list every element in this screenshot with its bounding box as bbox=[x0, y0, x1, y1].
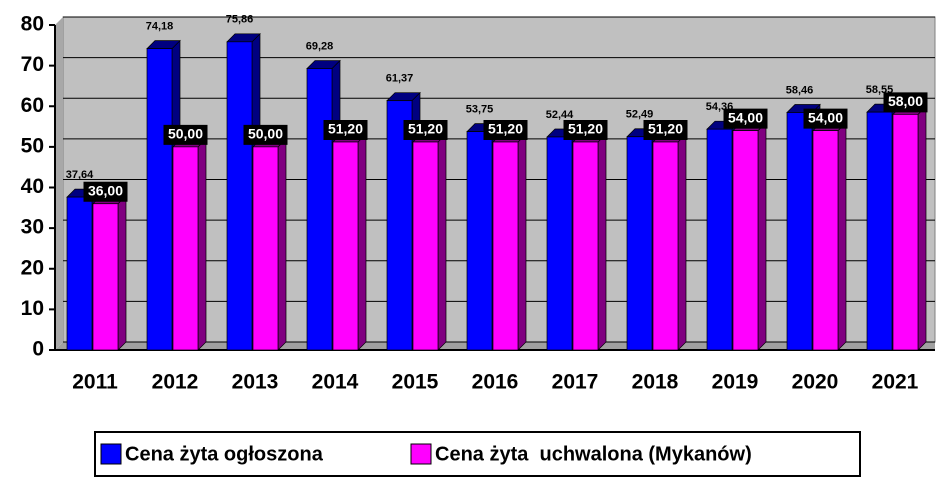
legend-label: Cena żyta uchwalona (Mykanów) bbox=[435, 443, 752, 465]
data-label: 61,37 bbox=[386, 73, 414, 85]
bar bbox=[812, 130, 839, 351]
bar bbox=[866, 111, 893, 351]
bar bbox=[786, 112, 813, 351]
y-tick-label: 0 bbox=[32, 338, 44, 361]
bar bbox=[252, 146, 279, 351]
data-label-box bbox=[883, 92, 928, 113]
data-label: 51,20 bbox=[568, 121, 603, 137]
data-label: 53,75 bbox=[466, 104, 494, 116]
bar-side bbox=[517, 133, 527, 351]
bar bbox=[892, 114, 919, 351]
x-tick-label: 2011 bbox=[72, 371, 118, 394]
data-label: 51,20 bbox=[488, 121, 523, 137]
bar-side bbox=[277, 138, 287, 351]
data-label-box bbox=[243, 124, 288, 145]
data-label: 50,00 bbox=[248, 126, 283, 142]
data-label-box bbox=[643, 120, 688, 140]
bar-side bbox=[917, 105, 927, 351]
legend-label: Cena żyta ogłoszona bbox=[125, 443, 324, 465]
bar bbox=[492, 141, 519, 351]
data-label: 51,20 bbox=[408, 121, 443, 137]
bar bbox=[66, 196, 93, 351]
bar-side bbox=[837, 121, 847, 351]
legend bbox=[94, 431, 861, 477]
y-tick-label: 40 bbox=[21, 175, 44, 198]
x-tick-label: 2017 bbox=[552, 371, 599, 394]
data-label-box bbox=[163, 124, 208, 145]
bar-side bbox=[437, 133, 447, 351]
x-tick-label: 2015 bbox=[392, 371, 439, 394]
bar bbox=[546, 136, 573, 351]
bar bbox=[626, 136, 653, 351]
x-tick-label: 2019 bbox=[712, 371, 759, 394]
data-label: 58,00 bbox=[888, 93, 923, 109]
data-label: 52,44 bbox=[546, 109, 574, 121]
data-label: 50,00 bbox=[168, 126, 203, 142]
bar bbox=[386, 100, 413, 351]
bar-side bbox=[677, 133, 687, 351]
data-label: 74,18 bbox=[146, 21, 174, 33]
data-label: 75,86 bbox=[226, 14, 254, 26]
bar bbox=[732, 130, 759, 351]
data-label: 36,00 bbox=[88, 182, 123, 198]
bar bbox=[412, 141, 439, 351]
y-tick-label: 20 bbox=[21, 256, 44, 279]
bar bbox=[466, 131, 493, 351]
legend-swatch bbox=[100, 443, 122, 465]
y-tick-label: 50 bbox=[21, 134, 44, 157]
x-tick-label: 2013 bbox=[232, 371, 279, 394]
data-label: 69,28 bbox=[306, 40, 334, 52]
x-tick-label: 2014 bbox=[312, 371, 359, 394]
bar bbox=[146, 48, 173, 351]
x-tick-label: 2012 bbox=[152, 371, 199, 394]
bar bbox=[172, 146, 199, 351]
data-label-box bbox=[723, 108, 768, 129]
bar bbox=[92, 203, 119, 351]
x-tick-label: 2020 bbox=[792, 371, 839, 394]
bar bbox=[572, 141, 599, 351]
bar-side bbox=[357, 133, 367, 351]
y-tick-label: 70 bbox=[21, 53, 44, 76]
x-tick-label: 2018 bbox=[632, 371, 679, 394]
y-tick-label: 60 bbox=[21, 94, 44, 117]
y-tick-label: 10 bbox=[21, 297, 44, 320]
data-label: 54,00 bbox=[728, 109, 763, 125]
bar bbox=[332, 141, 359, 351]
data-label: 58,46 bbox=[786, 84, 814, 96]
data-label-box bbox=[483, 120, 528, 140]
bar-side bbox=[197, 138, 207, 351]
data-label: 37,64 bbox=[66, 169, 94, 181]
bar bbox=[706, 128, 733, 351]
data-label: 52,49 bbox=[626, 109, 654, 121]
data-label-box bbox=[83, 181, 128, 202]
data-label: 51,20 bbox=[648, 121, 683, 137]
x-tick-label: 2016 bbox=[472, 371, 519, 394]
bar bbox=[306, 68, 333, 351]
bar-side bbox=[757, 121, 767, 351]
bar bbox=[652, 141, 679, 351]
bar bbox=[226, 41, 253, 351]
data-label: 51,20 bbox=[328, 121, 363, 137]
data-label-box bbox=[323, 120, 368, 140]
side-wall bbox=[55, 17, 63, 350]
legend-swatch bbox=[410, 443, 432, 465]
data-label-box bbox=[803, 108, 848, 129]
bar-side bbox=[597, 133, 607, 351]
x-tick-label: 2021 bbox=[872, 371, 919, 394]
data-label-box bbox=[403, 120, 448, 140]
data-label-box bbox=[563, 120, 608, 140]
y-tick-label: 80 bbox=[21, 13, 44, 36]
data-label: 54,00 bbox=[808, 109, 843, 125]
y-tick-label: 30 bbox=[21, 216, 44, 239]
bar-side bbox=[117, 194, 127, 351]
